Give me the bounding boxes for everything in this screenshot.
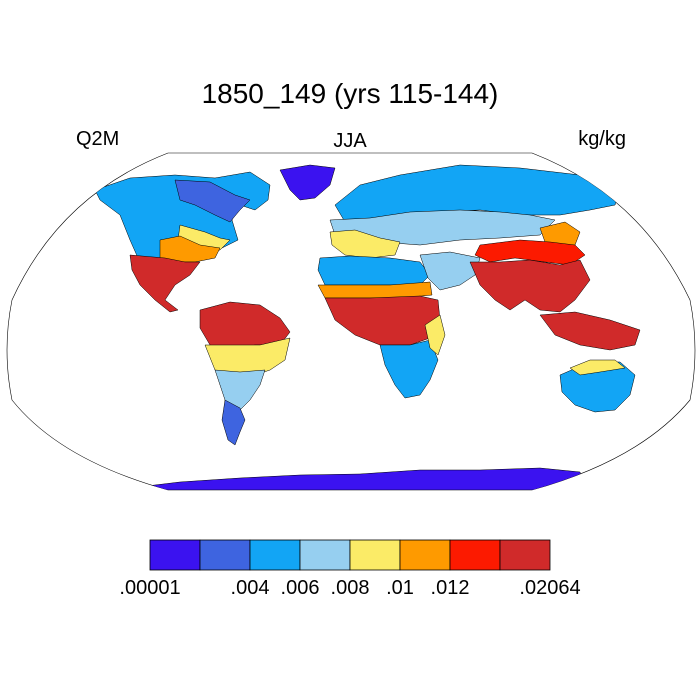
indonesia-region — [539, 311, 641, 351]
units-label: kg/kg — [578, 128, 626, 150]
east-africa-region — [424, 314, 446, 356]
colorbar-box — [499, 539, 551, 571]
colorbar-tick-label: .012 — [431, 577, 470, 599]
colorbar-box — [149, 539, 201, 571]
map-title: 1850_149 (yrs 115-144) — [201, 78, 499, 109]
colorbar-box — [299, 539, 351, 571]
central-america-region — [129, 254, 201, 313]
patagonia-region — [221, 399, 246, 446]
colorbar-tick-label: .01 — [386, 577, 414, 599]
colorbar-tick-label: .02064 — [519, 577, 580, 599]
colorbar-box — [399, 539, 451, 571]
variable-label: Q2M — [76, 128, 120, 150]
greenland-region — [279, 164, 336, 201]
antarctica-region — [129, 467, 586, 490]
colorbar-box — [249, 539, 301, 571]
colorbar-tick-label: .008 — [331, 577, 370, 599]
colorbar-box — [199, 539, 251, 571]
southern-africa-region — [379, 339, 439, 399]
colorbar-box — [349, 539, 401, 571]
colorbar-tick-label: .006 — [281, 577, 320, 599]
colorbar-box — [449, 539, 501, 571]
colorbar-tick-label: .00001 — [119, 577, 180, 599]
south-asia-region — [469, 259, 591, 313]
arabia-region — [419, 251, 481, 291]
mediterranean-region — [329, 229, 401, 259]
season-label: JJA — [333, 130, 367, 152]
canada-north-region — [174, 179, 251, 223]
colorbar-tick-label: .004 — [231, 577, 270, 599]
australia-north-region — [569, 359, 626, 376]
